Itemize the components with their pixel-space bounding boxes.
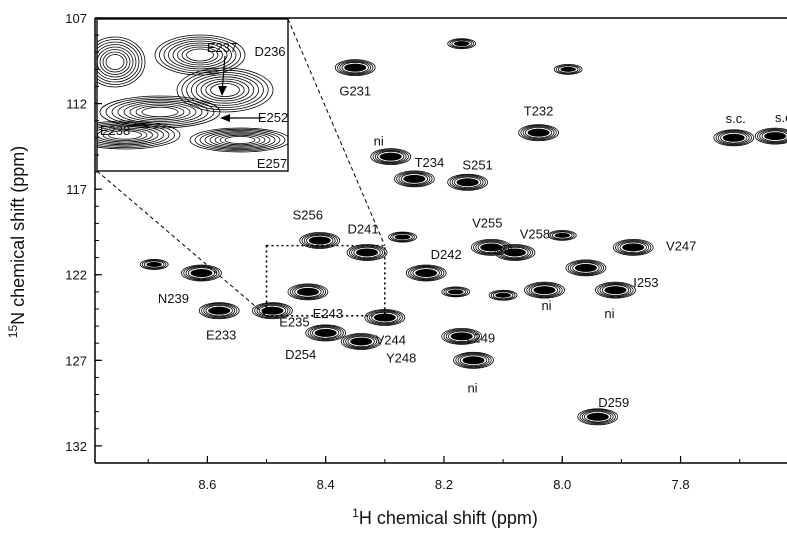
zoom-box bbox=[265, 244, 386, 317]
peak-label: T234 bbox=[415, 155, 445, 170]
peak-label: V247 bbox=[666, 238, 696, 253]
x-tick-label: 8.6 bbox=[198, 477, 216, 492]
peak-contour bbox=[518, 124, 559, 142]
peak-label: D254 bbox=[285, 347, 316, 362]
peak-label: ni bbox=[604, 306, 614, 321]
peak-label: V244 bbox=[376, 333, 406, 348]
peak-label: Y248 bbox=[386, 350, 416, 365]
x-tick-label: 8.0 bbox=[553, 477, 571, 492]
peak-label: T232 bbox=[524, 104, 554, 119]
x-tick-label: 7.8 bbox=[671, 477, 689, 492]
inset-contour bbox=[97, 36, 146, 88]
peak-contour bbox=[334, 59, 376, 77]
peak-contour bbox=[305, 324, 347, 342]
peak-contour bbox=[447, 173, 489, 191]
inset-peak-label: E257 bbox=[257, 156, 287, 171]
y-tick-label: 132 bbox=[65, 439, 87, 454]
peak-contours bbox=[139, 38, 787, 426]
peak-label: D259 bbox=[598, 395, 629, 410]
inset-arrowhead bbox=[220, 114, 230, 122]
zoom-connector-line bbox=[96, 170, 267, 317]
y-axis-label: 15N chemical shift (ppm) bbox=[6, 146, 28, 338]
peak-label: D242 bbox=[431, 247, 462, 262]
peak-contour bbox=[595, 281, 636, 299]
peak-contour bbox=[453, 351, 494, 369]
peak-contour bbox=[181, 264, 222, 282]
x-tick-label: 8.4 bbox=[317, 477, 335, 492]
peak-contour bbox=[287, 283, 329, 301]
x-tick-label: 8.2 bbox=[435, 477, 453, 492]
x-axis-label: 1H chemical shift (ppm) bbox=[352, 506, 538, 528]
y-tick-label: 117 bbox=[66, 182, 87, 197]
peak-contour bbox=[524, 281, 565, 299]
peak-label: E235 bbox=[279, 315, 309, 330]
inset-contour bbox=[99, 95, 221, 129]
zoom-connector-line bbox=[287, 18, 386, 246]
peak-label: L249 bbox=[466, 330, 495, 345]
peak-contour bbox=[139, 259, 169, 270]
peak-contour bbox=[388, 231, 417, 243]
y-tick-label: 122 bbox=[65, 268, 87, 283]
peak-contour bbox=[713, 129, 755, 147]
axes-ticks: 8.6 8.4 8.2 8.0 7.8 107 112 117 122 127 132 bbox=[65, 11, 741, 492]
peak-contour bbox=[553, 63, 583, 75]
inset-peak-label: D236 bbox=[254, 44, 285, 59]
peak-contour bbox=[547, 229, 577, 241]
peak-contour bbox=[754, 127, 787, 145]
peak-contour bbox=[393, 170, 435, 188]
zoom-region bbox=[96, 18, 386, 317]
peak-label: E243 bbox=[313, 306, 343, 321]
peak-label: I253 bbox=[633, 275, 658, 290]
peak-label: V255 bbox=[472, 215, 502, 230]
inset-zoom: E237 D236 E252 E238 E257 bbox=[96, 18, 289, 172]
peak-contour bbox=[346, 244, 388, 261]
inset-frame bbox=[96, 18, 289, 172]
peak-contour bbox=[441, 327, 483, 345]
peak-contour bbox=[198, 302, 240, 320]
peak-contour bbox=[494, 244, 536, 261]
peak-label: ni bbox=[541, 298, 551, 313]
peak-contour bbox=[370, 148, 412, 166]
peak-labels: G231 T232 T234 S251 ni D241 S256 V255 V258 D242 V2… bbox=[158, 84, 787, 410]
peak-label: s.c. bbox=[726, 111, 746, 126]
peak-contour bbox=[612, 238, 654, 256]
peak-label: S256 bbox=[293, 208, 323, 223]
peak-label: N239 bbox=[158, 291, 189, 306]
peak-contour bbox=[577, 408, 619, 426]
inset-contour bbox=[154, 34, 246, 76]
peak-label: V258 bbox=[520, 226, 550, 241]
peak-label: ni bbox=[467, 380, 477, 395]
y-tick-label: 112 bbox=[66, 97, 87, 112]
inset-arrowhead bbox=[218, 86, 227, 96]
peak-label: D241 bbox=[348, 221, 379, 236]
peak-contour bbox=[299, 232, 341, 249]
peak-contour bbox=[565, 259, 607, 277]
peak-label: E233 bbox=[206, 328, 236, 343]
peak-contour bbox=[405, 264, 447, 282]
peak-contour bbox=[488, 289, 518, 301]
peak-label: S251 bbox=[462, 157, 492, 172]
inset-peak-label: E237 bbox=[207, 40, 237, 55]
peak-label: G231 bbox=[339, 84, 371, 99]
peak-label: s.c. bbox=[775, 110, 787, 125]
peak-contour bbox=[447, 38, 477, 50]
peak-contour bbox=[441, 286, 471, 298]
peak-contour bbox=[340, 333, 382, 350]
peak-label: ni bbox=[374, 134, 384, 149]
inset-contour bbox=[189, 127, 288, 153]
y-tick-label: 107 bbox=[65, 11, 87, 26]
peak-contour bbox=[364, 309, 406, 326]
inset-contour bbox=[176, 67, 274, 113]
inset-peak-label: E238 bbox=[100, 123, 130, 138]
inset-peak-label: E252 bbox=[258, 110, 288, 125]
y-tick-label: 127 bbox=[65, 353, 87, 368]
